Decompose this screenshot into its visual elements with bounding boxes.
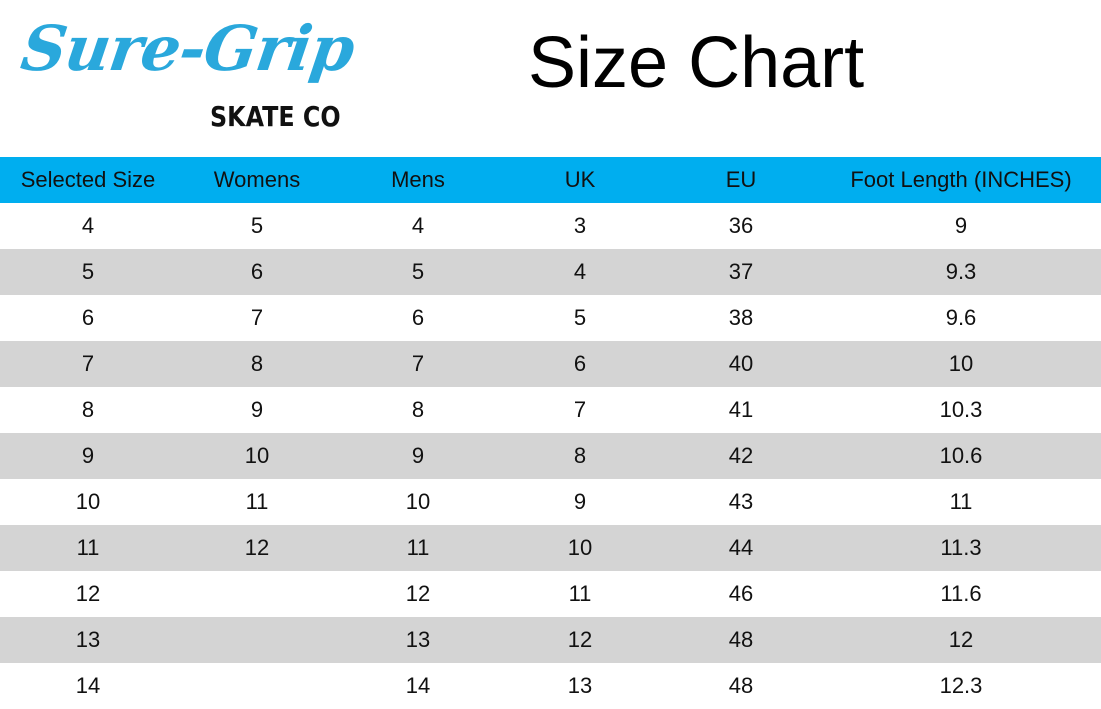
header-cell: Womens [213, 167, 301, 192]
table-row: 8 9 8 7 41 10.3 [0, 387, 1101, 433]
header-cell: Mens [391, 167, 445, 192]
table-cell: 7 [250, 305, 264, 330]
table-cell: 12.3 [939, 673, 983, 698]
table-cell: 11.6 [940, 581, 982, 606]
table-row: 13 13 12 48 12 [0, 617, 1101, 663]
table-row: 11 12 11 10 44 11.3 [0, 525, 1101, 571]
table-cell: 10 [948, 351, 974, 376]
table-cell: 13 [405, 627, 431, 652]
table-cell: 5 [250, 213, 264, 238]
table-cell: 6 [250, 259, 264, 284]
logo-subtitle: SKATE CO [210, 100, 341, 133]
table-cell: 7 [573, 397, 587, 422]
table-cell: 13 [75, 627, 101, 652]
table-cell: 5 [573, 305, 587, 330]
table-cell: 10.6 [939, 443, 983, 468]
table-row: 9 10 9 8 42 10.6 [0, 433, 1101, 479]
table-cell: 10 [567, 535, 593, 560]
table-cell: 4 [573, 259, 587, 284]
table-cell: 12 [405, 581, 431, 606]
table-cell: 5 [411, 259, 425, 284]
table-cell: 12 [75, 581, 101, 606]
logo: Sure-Grip [16, 12, 359, 85]
table-cell: 42 [728, 443, 754, 468]
table-cell: 5 [81, 259, 95, 284]
table-cell: 44 [728, 535, 754, 560]
table-cell: 11 [568, 581, 592, 606]
table-cell: 8 [573, 443, 587, 468]
table-cell: 7 [81, 351, 95, 376]
table-cell: 38 [728, 305, 754, 330]
table-cell: 14 [405, 673, 431, 698]
table-row: 5 6 5 4 37 9.3 [0, 249, 1101, 295]
table-row: 6 7 6 5 38 9.6 [0, 295, 1101, 341]
table-cell: 12 [244, 535, 270, 560]
table-cell: 9 [250, 397, 264, 422]
table-cell: 6 [81, 305, 95, 330]
table-cell: 3 [573, 213, 587, 238]
table-cell: 10 [405, 489, 431, 514]
table-cell: 36 [728, 213, 754, 238]
table-cell: 9.6 [945, 305, 977, 330]
table-cell: 6 [411, 305, 425, 330]
page-title: Size Chart [528, 23, 865, 103]
table-cell: 10 [244, 443, 270, 468]
table-cell: 11 [949, 489, 973, 514]
table-row: 7 8 7 6 40 10 [0, 341, 1101, 387]
table-cell: 9 [954, 213, 968, 238]
table-cell: 13 [567, 673, 593, 698]
header-cell: Foot Length (INCHES) [850, 167, 1072, 192]
table-cell: 8 [81, 397, 95, 422]
table-cell: 9 [411, 443, 425, 468]
table-cell: 12 [948, 627, 974, 652]
table-cell: 14 [75, 673, 101, 698]
table-row: 4 5 4 3 36 9 [0, 203, 1101, 249]
table-cell: 40 [728, 351, 754, 376]
table-cell: 7 [411, 351, 425, 376]
table-cell: 8 [411, 397, 425, 422]
table-cell: 9 [573, 489, 587, 514]
table-cell: 4 [411, 213, 425, 238]
header-cell: Selected Size [20, 167, 156, 192]
header-cell: EU [725, 167, 757, 192]
table-row: 12 12 11 46 11.6 [0, 571, 1101, 617]
table-cell: 9 [81, 443, 95, 468]
table-cell: 8 [250, 351, 264, 376]
table-cell: 48 [728, 673, 754, 698]
table-cell: 4 [81, 213, 95, 238]
table-cell: 41 [728, 397, 754, 422]
table-cell: 9.3 [945, 259, 977, 284]
table-cell: 11 [76, 535, 100, 560]
table-cell: 48 [728, 627, 754, 652]
table-row: 10 11 10 9 43 11 [0, 479, 1101, 525]
table-cell: 10.3 [939, 397, 983, 422]
table-cell: 43 [728, 489, 754, 514]
table-row: 14 14 13 48 12.3 [0, 663, 1101, 709]
table-cell: 12 [567, 627, 593, 652]
table-cell: 37 [728, 259, 754, 284]
table-cell: 6 [573, 351, 587, 376]
table-cell: 11 [245, 489, 269, 514]
header-row: Selected Size Womens Mens UK EU Foot Length (… [0, 157, 1101, 203]
table-cell: 10 [75, 489, 101, 514]
table-cell: 11.3 [940, 535, 982, 560]
table-cell: 46 [728, 581, 754, 606]
table-cell: 11 [406, 535, 430, 560]
header-cell: UK [564, 167, 596, 192]
